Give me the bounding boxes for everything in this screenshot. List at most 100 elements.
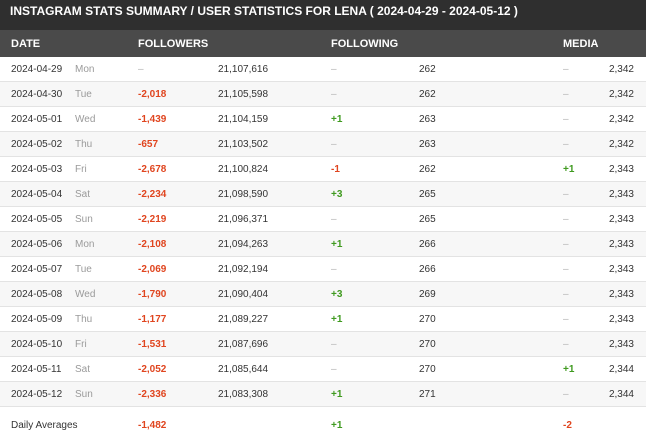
column-header-media: MEDIA (563, 38, 599, 50)
media-change: – (563, 89, 569, 100)
media-change: +1 (563, 164, 575, 175)
followers-count: 21,104,159 (218, 114, 269, 125)
row-day-of-week: Tue (75, 89, 92, 100)
row-day-of-week: Sat (75, 189, 91, 200)
media-change: – (563, 239, 569, 250)
followers-change: -1,177 (138, 314, 167, 325)
table-row: 2024-05-07 Tue -2,069 21,092,194 – 266 – 2,343 (0, 257, 646, 282)
followers-change: -2,052 (138, 364, 167, 375)
media-count: 2,343 (608, 164, 634, 175)
followers-count: 21,103,502 (218, 139, 269, 150)
media-count: 2,343 (608, 214, 634, 225)
media-count: 2,343 (608, 239, 634, 250)
table-row: 2024-05-09 Thu -1,177 21,089,227 +1 270 – 2,343 (0, 307, 646, 332)
following-count: 262 (419, 64, 436, 75)
followers-count: 21,083,308 (218, 389, 269, 400)
avg-media-change: -2 (563, 420, 572, 431)
row-day-of-week: Sun (75, 214, 93, 225)
followers-change: -2,069 (138, 264, 167, 275)
media-change: – (563, 189, 569, 200)
row-date: 2024-05-07 (11, 264, 63, 275)
following-change: – (331, 364, 337, 375)
media-count: 2,343 (608, 289, 634, 300)
media-change: – (563, 114, 569, 125)
row-day-of-week: Wed (75, 114, 96, 125)
following-count: 270 (419, 339, 436, 350)
row-date: 2024-05-08 (11, 289, 63, 300)
following-change: -1 (331, 164, 340, 175)
row-date: 2024-05-05 (11, 214, 63, 225)
row-day-of-week: Thu (75, 314, 93, 325)
following-count: 265 (419, 189, 436, 200)
row-day-of-week: Wed (75, 289, 96, 300)
following-count: 266 (419, 264, 436, 275)
following-change: – (331, 139, 337, 150)
following-count: 269 (419, 289, 436, 300)
media-change: – (563, 264, 569, 275)
followers-count: 21,089,227 (218, 314, 269, 325)
column-header-date: DATE (11, 38, 41, 50)
followers-count: 21,096,371 (218, 214, 269, 225)
row-date: 2024-05-01 (11, 114, 63, 125)
followers-change: -2,336 (138, 389, 167, 400)
following-change: +1 (331, 239, 343, 250)
row-day-of-week: Sun (75, 389, 93, 400)
media-count: 2,342 (608, 64, 634, 75)
followers-count: 21,085,644 (218, 364, 269, 375)
daily-averages-label: Daily Averages (11, 420, 78, 431)
row-date: 2024-05-03 (11, 164, 63, 175)
followers-count: 21,094,263 (218, 239, 269, 250)
following-change: – (331, 89, 337, 100)
daily-averages-row: Daily Averages -1,482 +1 -2 (0, 407, 646, 441)
table-row: 2024-05-02 Thu -657 21,103,502 – 263 – 2,342 (0, 132, 646, 157)
media-count: 2,344 (608, 364, 634, 375)
row-date: 2024-04-30 (11, 89, 63, 100)
media-count: 2,342 (608, 114, 634, 125)
media-count: 2,342 (608, 89, 634, 100)
following-count: 263 (419, 139, 436, 150)
followers-change: -2,219 (138, 214, 167, 225)
following-count: 262 (419, 164, 436, 175)
media-change: – (563, 339, 569, 350)
followers-count: 21,100,824 (218, 164, 269, 175)
row-date: 2024-05-06 (11, 239, 63, 250)
following-change: +1 (331, 114, 343, 125)
following-change: +1 (331, 389, 343, 400)
followers-change: -2,234 (138, 189, 167, 200)
avg-following-change: +1 (331, 420, 343, 431)
column-header-followers: FOLLOWERS (138, 38, 209, 50)
following-count: 262 (419, 89, 436, 100)
media-count: 2,343 (608, 189, 634, 200)
stats-table-body: 2024-04-29 Mon –21,107,616–262–2,342 2024-0… (0, 57, 646, 407)
followers-count: 21,105,598 (218, 89, 269, 100)
media-change: – (563, 139, 569, 150)
followers-count: 21,098,590 (218, 189, 269, 200)
following-change: +1 (331, 314, 343, 325)
following-change: – (331, 214, 337, 225)
followers-change: -2,018 (138, 89, 167, 100)
following-count: 271 (419, 389, 436, 400)
media-count: 2,343 (608, 314, 634, 325)
media-count: 2,343 (608, 339, 634, 350)
row-day-of-week: Mon (75, 239, 95, 250)
following-change: – (331, 339, 337, 350)
row-date: 2024-05-02 (11, 139, 63, 150)
media-count: 2,344 (608, 389, 634, 400)
media-change: – (563, 64, 569, 75)
table-header: DATE FOLLOWERS FOLLOWING MEDIA (0, 30, 646, 57)
followers-change: -2,678 (138, 164, 167, 175)
followers-change: -1,790 (138, 289, 167, 300)
media-count: 2,343 (608, 264, 634, 275)
table-row: 2024-05-06 Mon -2,108 21,094,263 +1 266 – 2,343 (0, 232, 646, 257)
followers-count: 21,092,194 (218, 264, 269, 275)
media-change: +1 (563, 364, 575, 375)
table-row: 2024-05-10 Fri -1,531 21,087,696 – 270 – 2,343 (0, 332, 646, 357)
followers-change: -2,108 (138, 239, 167, 250)
following-count: 270 (419, 364, 436, 375)
row-date: 2024-05-11 (11, 364, 62, 375)
following-count: 270 (419, 314, 436, 325)
row-day-of-week: Mon (75, 64, 95, 75)
followers-count: 21,090,404 (218, 289, 269, 300)
following-change: – (331, 264, 337, 275)
